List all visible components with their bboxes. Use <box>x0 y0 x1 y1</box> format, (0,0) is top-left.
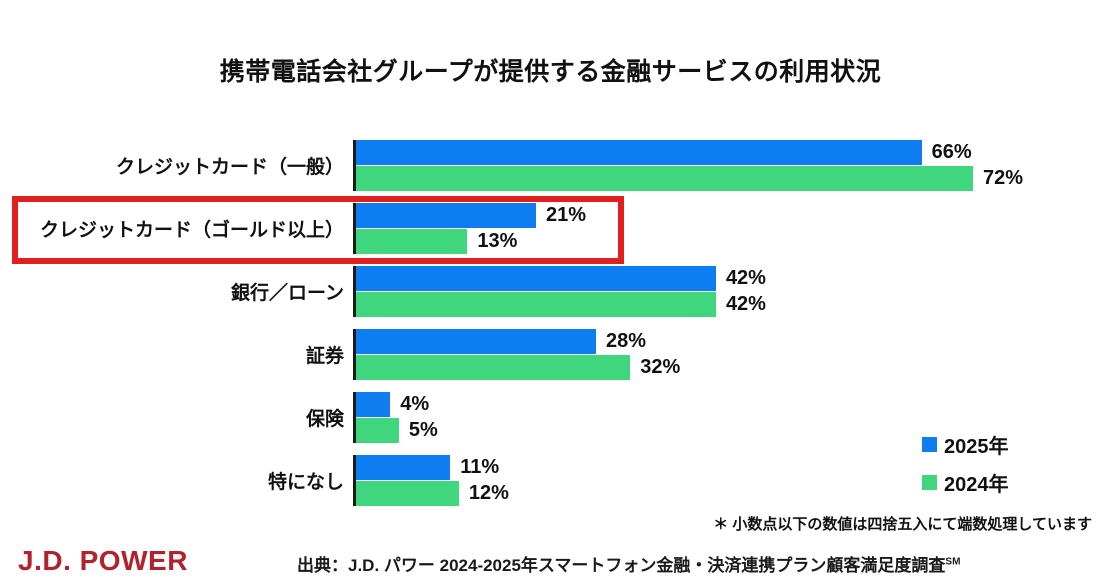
bar-line: 11% <box>356 455 509 480</box>
category-label: 証券 <box>305 346 344 367</box>
bar-2024年 <box>356 166 974 191</box>
bar-2025年 <box>356 455 451 480</box>
legend-label: 2025年 <box>944 436 1009 458</box>
legend-swatch-icon <box>922 437 937 452</box>
bar-value: 72% <box>983 167 1024 189</box>
bar-line: 28% <box>356 329 680 354</box>
legend-item: 2024年 <box>922 468 1009 497</box>
chart-row: クレジットカード（ゴールド以上） 21% 13% <box>0 203 1023 254</box>
bar-value: 13% <box>477 230 518 252</box>
bar-line: 13% <box>356 229 586 254</box>
bar-value: 42% <box>725 267 766 289</box>
category-bars: 42% 42% <box>353 266 766 317</box>
legend-item: 2025年 <box>922 430 1009 459</box>
source-superscript: SM <box>945 556 961 568</box>
source-text: 出典：J.D. パワー 2024-2025年スマートフォン金融・決済連携プラン顧… <box>297 556 946 575</box>
bar-2024年 <box>356 481 459 506</box>
bar-value: 4% <box>400 393 430 415</box>
category-bars: 28% 32% <box>353 329 680 380</box>
chart-title: 携帯電話会社グループが提供する金融サービスの利用状況 <box>219 58 882 86</box>
bar-value: 28% <box>605 330 646 352</box>
category-bars: 4% 5% <box>353 392 438 443</box>
chart-row: クレジットカード（一般） 66% 72% <box>0 140 1023 191</box>
bar-line: 5% <box>356 418 438 443</box>
legend-swatch-icon <box>922 475 937 490</box>
category-label: 特になし <box>267 472 344 493</box>
category-bars: 66% 72% <box>353 140 1023 191</box>
bar-2024年 <box>356 292 716 317</box>
bar-line: 12% <box>356 481 509 506</box>
bar-value: 66% <box>931 141 972 163</box>
chart-row: 保険 4% 5% <box>0 392 1023 443</box>
footnote: ＊ 小数点以下の数値は四捨五入にて端数処理しています <box>713 516 1092 533</box>
bar-line: 32% <box>356 355 680 380</box>
source-line: 出典：J.D. パワー 2024-2025年スマートフォン金融・決済連携プラン顧… <box>297 551 960 576</box>
category-label: 銀行／ローン <box>230 283 344 304</box>
bar-2025年 <box>356 203 536 228</box>
bar-2025年 <box>356 329 596 354</box>
bar-value: 32% <box>640 356 681 378</box>
bar-value: 42% <box>725 293 766 315</box>
chart-row: 銀行／ローン 42% 42% <box>0 266 1023 317</box>
category-bars: 21% 13% <box>353 203 586 254</box>
bar-value: 21% <box>545 204 586 226</box>
chart-row: 証券 28% 32% <box>0 329 1023 380</box>
chart-row: 特になし 11% 12% <box>0 455 1023 506</box>
bar-2025年 <box>356 140 922 165</box>
bar-value: 11% <box>460 456 500 478</box>
chart-rows: クレジットカード（一般） 66% 72% クレジットカード（ゴールド以上） 21% 13%… <box>0 140 1023 518</box>
bar-2025年 <box>356 392 391 417</box>
category-label: クレジットカード（一般） <box>115 157 344 178</box>
bar-value: 5% <box>408 419 438 441</box>
bar-2024年 <box>356 355 631 380</box>
bar-line: 66% <box>356 140 1023 165</box>
bar-line: 42% <box>356 266 766 291</box>
category-bars: 11% 12% <box>353 455 509 506</box>
legend-label: 2024年 <box>944 474 1009 496</box>
legend: 2025年 2024年 <box>922 430 1009 506</box>
bar-2024年 <box>356 418 399 443</box>
bar-2024年 <box>356 229 468 254</box>
jd-power-logo: J.D. POWER <box>18 545 188 576</box>
bar-line: 4% <box>356 392 438 417</box>
category-label: 保険 <box>305 409 344 430</box>
bar-line: 42% <box>356 292 766 317</box>
bar-value: 12% <box>468 482 509 504</box>
category-label: クレジットカード（ゴールド以上） <box>39 220 344 241</box>
bar-line: 21% <box>356 203 586 228</box>
bar-line: 72% <box>356 166 1023 191</box>
bar-2025年 <box>356 266 716 291</box>
